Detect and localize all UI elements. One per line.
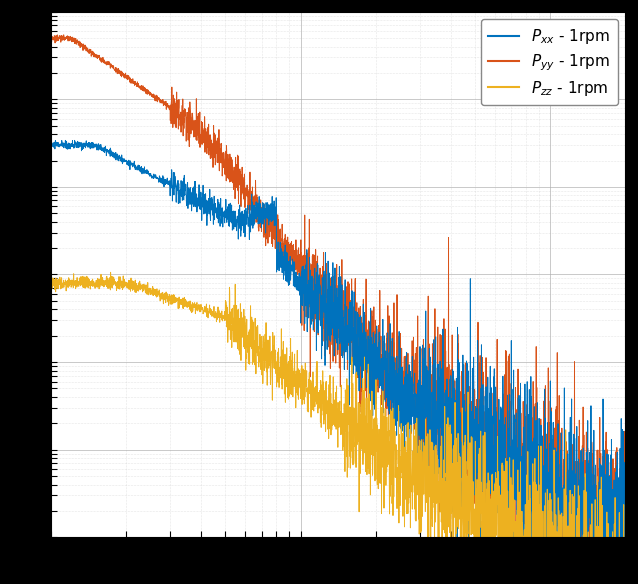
$P_{zz}$ - 1rpm xyxy=(549,519,556,526)
$P_{yy}$ - 1rpm xyxy=(611,513,618,520)
$P_{yy}$ - 1rpm xyxy=(60,32,68,39)
$P_{yy}$ - 1rpm xyxy=(113,65,121,72)
$P_{zz}$ - 1rpm xyxy=(292,374,300,381)
$P_{yy}$ - 1rpm xyxy=(549,535,556,542)
$P_{yy}$ - 1rpm xyxy=(621,488,629,495)
$P_{zz}$ - 1rpm xyxy=(147,285,154,292)
$P_{zz}$ - 1rpm xyxy=(47,283,55,290)
$P_{xx}$ - 1rpm xyxy=(549,453,556,460)
$P_{xx}$ - 1rpm xyxy=(147,171,154,178)
$P_{xx}$ - 1rpm xyxy=(267,213,275,220)
$P_{yy}$ - 1rpm xyxy=(147,89,154,96)
$P_{xx}$ - 1rpm xyxy=(611,539,618,546)
$P_{yy}$ - 1rpm xyxy=(292,265,300,272)
$P_{xx}$ - 1rpm xyxy=(62,137,70,144)
$P_{zz}$ - 1rpm xyxy=(424,560,431,567)
$P_{zz}$ - 1rpm xyxy=(621,560,629,567)
$P_{zz}$ - 1rpm xyxy=(267,349,275,356)
$P_{yy}$ - 1rpm xyxy=(511,560,519,567)
Line: $P_{xx}$ - 1rpm: $P_{xx}$ - 1rpm xyxy=(51,140,625,564)
$P_{xx}$ - 1rpm xyxy=(113,152,121,159)
$P_{zz}$ - 1rpm xyxy=(611,520,618,527)
Line: $P_{zz}$ - 1rpm: $P_{zz}$ - 1rpm xyxy=(51,272,625,564)
$P_{xx}$ - 1rpm xyxy=(292,285,300,292)
$P_{xx}$ - 1rpm xyxy=(621,464,629,471)
$P_{zz}$ - 1rpm xyxy=(107,269,114,276)
$P_{yy}$ - 1rpm xyxy=(47,33,55,40)
$P_{zz}$ - 1rpm xyxy=(113,281,121,288)
Legend: $P_{xx}$ - 1rpm, $P_{yy}$ - 1rpm, $P_{zz}$ - 1rpm: $P_{xx}$ - 1rpm, $P_{yy}$ - 1rpm, $P_{zz… xyxy=(481,19,618,106)
Line: $P_{yy}$ - 1rpm: $P_{yy}$ - 1rpm xyxy=(51,35,625,564)
$P_{xx}$ - 1rpm xyxy=(496,560,504,567)
$P_{xx}$ - 1rpm xyxy=(47,139,55,146)
$P_{yy}$ - 1rpm xyxy=(267,211,275,218)
